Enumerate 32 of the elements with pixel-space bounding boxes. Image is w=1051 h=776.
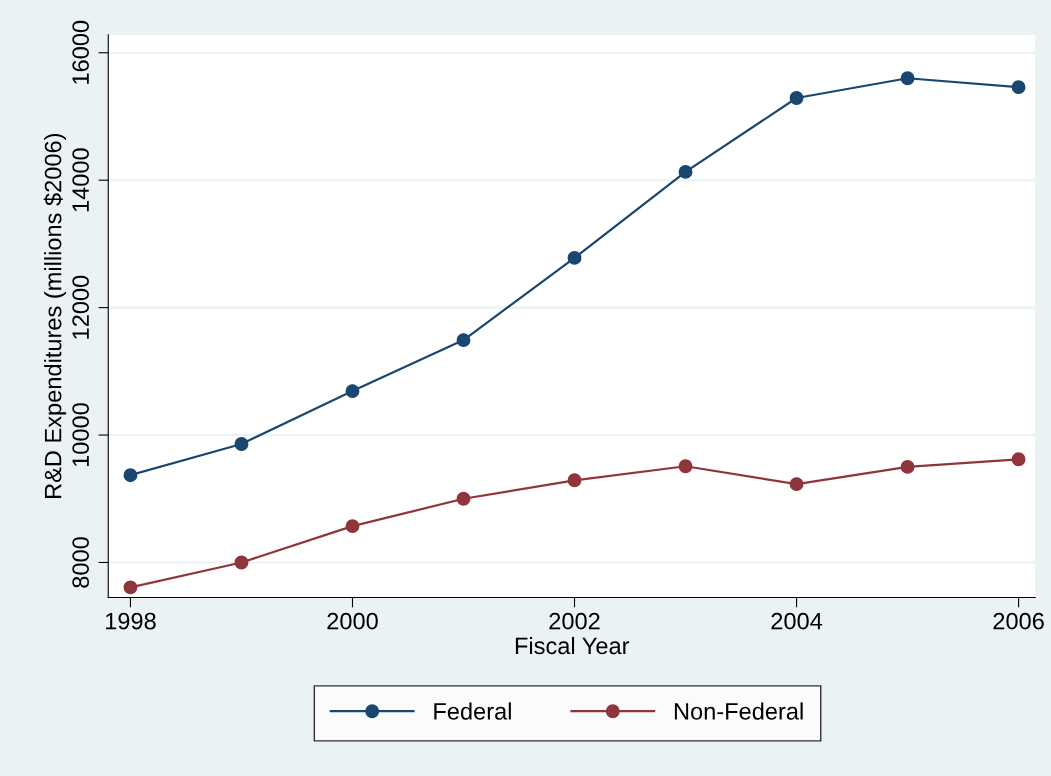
x-tick-label: 2004 bbox=[771, 612, 823, 630]
point bbox=[234, 555, 249, 570]
point bbox=[123, 580, 138, 595]
point bbox=[456, 333, 471, 348]
y-tick-label: 12000 bbox=[72, 275, 89, 339]
point bbox=[1011, 80, 1026, 95]
y-tick-label: 16000 bbox=[72, 20, 89, 84]
point bbox=[345, 384, 360, 399]
point bbox=[789, 91, 804, 105]
point bbox=[1011, 452, 1026, 467]
x-axis-title: Fiscal Year bbox=[515, 636, 630, 655]
legend-label: Non-Federal bbox=[674, 702, 803, 720]
point bbox=[234, 437, 249, 451]
y-axis-title: R&D Expenditures (millions $2006) bbox=[43, 133, 67, 498]
point bbox=[567, 250, 582, 265]
y-tick-label: 10000 bbox=[72, 403, 89, 467]
point bbox=[678, 459, 693, 474]
point bbox=[123, 468, 138, 483]
point bbox=[567, 473, 582, 488]
point bbox=[678, 164, 693, 179]
x-tick-label: 2000 bbox=[327, 612, 378, 630]
x-tick-label: 2006 bbox=[993, 612, 1044, 630]
x-tick-label: 2002 bbox=[549, 612, 600, 630]
point bbox=[345, 519, 360, 534]
y-tick-label: 8000 bbox=[72, 537, 89, 588]
point bbox=[900, 459, 915, 474]
y-tick-label: 14000 bbox=[72, 148, 89, 212]
point bbox=[456, 491, 471, 506]
legend-label: Federal bbox=[434, 702, 511, 720]
x-tick-label: 1998 bbox=[106, 612, 156, 630]
point bbox=[900, 71, 915, 86]
point bbox=[789, 477, 804, 492]
